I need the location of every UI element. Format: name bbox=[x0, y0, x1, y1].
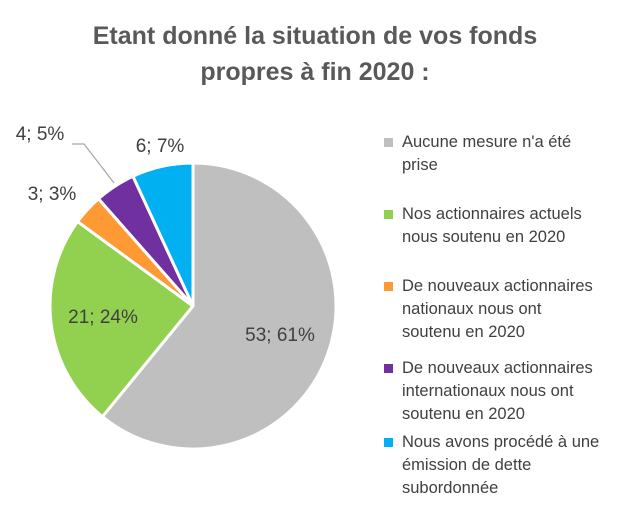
legend-label-3-line-2: nationaux nous ont bbox=[402, 300, 542, 318]
data-label-2: 21; 24% bbox=[68, 307, 138, 328]
pie-slice-5 bbox=[131, 161, 195, 308]
data-label-3: 3; 3% bbox=[28, 184, 77, 205]
legend-label-3-line-1: De nouveaux actionnaires bbox=[402, 277, 593, 295]
legend-label-4: De nouveaux actionnaires internationaux n… bbox=[402, 357, 627, 426]
data-label-5: 6; 7% bbox=[136, 136, 185, 157]
legend-label-3: De nouveaux actionnaires nationaux nous o… bbox=[402, 275, 627, 344]
legend-swatch-3 bbox=[384, 282, 393, 291]
legend-label-1-line-2: prise bbox=[402, 156, 438, 174]
legend-swatch-4 bbox=[384, 364, 393, 373]
pie-slice-1 bbox=[100, 161, 338, 451]
data-label-4: 4; 5% bbox=[16, 124, 65, 145]
legend-label-5-line-1: Nous avons procédé à une bbox=[402, 433, 600, 451]
data-label-1: 53; 61% bbox=[245, 325, 315, 346]
legend-label-2-line-2: nous soutenu en 2020 bbox=[402, 228, 566, 246]
chart-title-line-2: propres à fin 2020 : bbox=[200, 58, 430, 86]
legend-label-4-line-2: internationaux nous ont bbox=[402, 382, 574, 400]
leader-line-slice-4 bbox=[72, 143, 115, 184]
legend-label-4-line-3: soutenu en 2020 bbox=[402, 405, 525, 423]
legend-label-5-line-2: émission de dette bbox=[402, 456, 532, 474]
legend-label-5: Nous avons procédé à une émission de dett… bbox=[402, 431, 627, 500]
chart-title-line-1: Etant donné la situation de vos fonds bbox=[92, 22, 538, 50]
legend-label-3-line-3: soutenu en 2020 bbox=[402, 323, 525, 341]
legend-label-2-line-1: Nos actionnaires actuels bbox=[402, 205, 582, 223]
legend-label-1: Aucune mesure n'a été prise bbox=[402, 131, 627, 177]
chart-title: Etant donné la situation de vos fonds pr… bbox=[0, 18, 630, 90]
legend-label-2: Nos actionnaires actuels nous soutenu en … bbox=[402, 203, 627, 249]
pie-slice-2 bbox=[48, 220, 195, 419]
legend-label-4-line-1: De nouveaux actionnaires bbox=[402, 359, 593, 377]
legend-swatch-2 bbox=[384, 210, 393, 219]
legend-swatch-5 bbox=[384, 438, 393, 447]
legend-label-1-line-1: Aucune mesure n'a été bbox=[402, 133, 572, 151]
legend-swatch-1 bbox=[384, 138, 393, 147]
legend-label-5-line-3: subordonnée bbox=[402, 479, 499, 497]
